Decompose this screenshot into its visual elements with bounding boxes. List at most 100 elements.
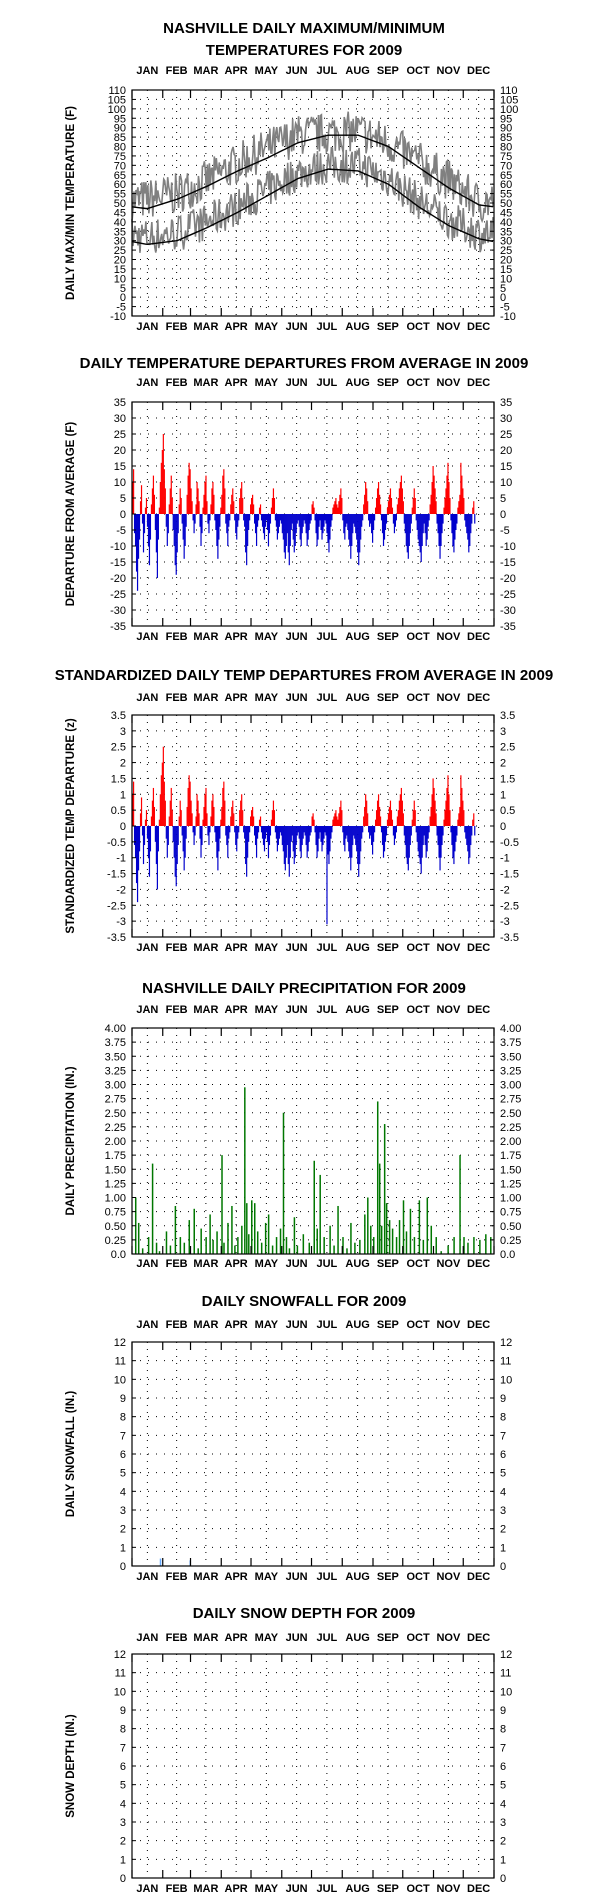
bar	[245, 514, 247, 553]
y-tick-label-right: 2	[500, 1524, 506, 1536]
bar	[254, 826, 257, 846]
bar	[302, 514, 304, 527]
bar	[232, 800, 234, 826]
bar	[416, 514, 418, 530]
x-tick-label-bottom: JAN	[136, 321, 158, 333]
bar	[227, 826, 229, 858]
y-tick-label-left: 0	[120, 821, 126, 833]
bar	[244, 826, 246, 839]
x-tick-label-top: DEC	[467, 1004, 490, 1016]
bar	[296, 1245, 299, 1254]
bar	[174, 826, 176, 877]
bar	[278, 514, 280, 527]
bar	[159, 482, 161, 514]
x-tick-label-bottom: AUG	[345, 1883, 369, 1895]
bar	[208, 514, 210, 534]
y-tick-label-left: 35	[114, 226, 126, 238]
bar	[188, 775, 190, 826]
bar	[424, 826, 426, 846]
y-tick-label-right: 90	[500, 123, 512, 135]
bar	[218, 826, 220, 852]
y-tick-label-left: 0.0	[111, 1249, 126, 1261]
x-tick-label-top: AUG	[345, 1004, 369, 1016]
y-tick-label-right: -30	[500, 605, 516, 617]
bar	[268, 514, 271, 534]
bar	[399, 482, 401, 514]
bar	[256, 826, 259, 839]
bar	[434, 488, 436, 514]
bar	[162, 746, 164, 826]
bar	[284, 826, 286, 871]
bar	[173, 514, 175, 546]
y-tick-label-right: 5	[500, 1780, 506, 1792]
bar	[242, 810, 244, 826]
bar	[190, 488, 192, 514]
y-tick-label-left: 45	[114, 207, 126, 219]
bar	[317, 514, 319, 540]
y-tick-label-left: 9	[120, 1393, 126, 1405]
y-tick-label-left: 1.75	[105, 1150, 126, 1162]
y-tick-label-right: 50	[500, 198, 512, 210]
bar	[459, 494, 461, 514]
bar	[324, 514, 326, 521]
y-tick-label-right: 110	[500, 85, 518, 97]
y-tick-label-left: 1	[120, 1542, 126, 1554]
bar	[370, 1225, 372, 1254]
bar	[211, 488, 213, 514]
y-tick-label-right: 2.25	[500, 1122, 521, 1134]
bar	[398, 488, 400, 514]
bar	[253, 826, 256, 836]
bar	[353, 826, 355, 836]
x-tick-label-bottom: MAR	[193, 1571, 218, 1583]
bar	[181, 826, 183, 836]
x-tick-label-bottom: MAY	[255, 1258, 279, 1270]
y-tick-label-left: -3.5	[107, 932, 126, 944]
bar	[157, 514, 159, 540]
bar	[252, 494, 254, 514]
bar	[303, 514, 305, 521]
bar	[248, 1234, 250, 1254]
bar	[381, 826, 384, 846]
bar	[380, 1225, 383, 1254]
bar	[143, 514, 146, 534]
bar	[200, 514, 202, 546]
x-tick-label-bottom: JAN	[136, 1883, 158, 1895]
bar	[155, 826, 157, 865]
bar	[490, 1237, 492, 1254]
bar	[473, 1237, 475, 1254]
bar	[340, 800, 342, 826]
bar	[329, 514, 331, 540]
bar	[147, 826, 150, 858]
bar	[195, 816, 197, 826]
bar	[379, 816, 382, 826]
x-tick-label-bottom: MAR	[193, 321, 218, 333]
bar	[179, 1237, 182, 1254]
bar	[179, 488, 181, 514]
y-tick-label-right: 1	[500, 1854, 506, 1866]
y-tick-label-left: 3.5	[111, 710, 126, 722]
bar	[239, 810, 241, 826]
bar	[446, 475, 448, 514]
x-tick-label-top: JUL	[316, 1319, 337, 1331]
bar	[358, 826, 360, 877]
bar	[419, 514, 421, 553]
bar	[310, 826, 312, 833]
bar	[174, 1205, 177, 1254]
bar	[272, 800, 275, 826]
y-tick-label-right: -10	[500, 541, 516, 553]
bar	[155, 1242, 158, 1254]
bar	[441, 826, 443, 846]
bar	[365, 482, 367, 514]
bar	[407, 514, 409, 559]
x-tick-label-top: JAN	[136, 65, 158, 77]
bar	[454, 514, 456, 540]
y-tick-label-left: 15	[114, 461, 126, 473]
y-tick-label-left: 9	[120, 1705, 126, 1717]
bar	[388, 806, 391, 826]
bar	[259, 504, 262, 514]
bar	[394, 514, 397, 527]
bar	[382, 826, 385, 858]
y-tick-label-right: 25	[500, 429, 512, 441]
bar	[293, 826, 295, 865]
bar	[309, 514, 311, 524]
